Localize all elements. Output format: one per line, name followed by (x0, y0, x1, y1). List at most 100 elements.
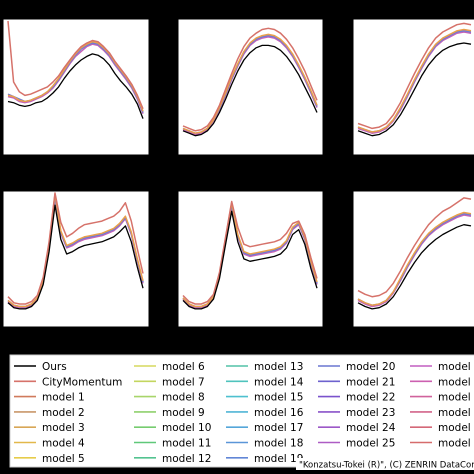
legend-entry: model (410, 407, 471, 419)
legend-label: model 7 (162, 376, 205, 388)
series-line (7, 192, 144, 305)
legend-label: model 24 (346, 422, 396, 434)
legend-entry: model 23 (318, 407, 395, 419)
legend-label: model (438, 422, 471, 434)
series-line (357, 28, 472, 133)
legend-label: model 20 (346, 361, 395, 373)
legend-entry: model 24 (318, 422, 396, 434)
legend-label: model 8 (162, 392, 205, 404)
legend-entry: model 8 (134, 392, 205, 404)
legend-entry: model 5 (14, 453, 85, 465)
legend-entry: model 9 (134, 407, 205, 419)
legend-entry: CityMomentum (14, 376, 122, 388)
legend-entry: model 15 (226, 392, 303, 404)
legend-label: model 21 (346, 376, 395, 388)
legend-label: model 16 (254, 407, 304, 419)
legend-entry: model 10 (134, 422, 211, 434)
legend-entry: model 6 (134, 361, 205, 373)
legend-label: model 22 (346, 392, 395, 404)
legend-label: model 11 (162, 438, 211, 450)
legend-label: CityMomentum (42, 376, 122, 388)
legend-entry: model 18 (226, 438, 303, 450)
legend-entry: model 20 (318, 361, 395, 373)
series-line (7, 53, 144, 119)
series-line (182, 27, 318, 132)
legend-entry: model 13 (226, 361, 303, 373)
legend-entry: Ours (14, 361, 67, 373)
legend-entry: model 16 (226, 407, 304, 419)
legend-label: model 23 (346, 407, 395, 419)
legend-entry: model (410, 361, 471, 373)
legend-label: model 1 (42, 392, 85, 404)
legend-label: model 17 (254, 422, 303, 434)
series-line (182, 202, 318, 308)
series-line (7, 204, 144, 310)
legend-label: model 9 (162, 407, 205, 419)
legend-label: model (438, 361, 471, 373)
legend-entry: model 7 (134, 376, 205, 388)
legend-entry: model (410, 422, 471, 434)
series-line (182, 205, 318, 309)
legend-label: model 19 (254, 453, 303, 465)
legend-frame (9, 354, 474, 468)
legend-label: model (438, 392, 471, 404)
legend-label: Ours (42, 361, 67, 373)
series-line (182, 33, 318, 134)
legend-entry: model 25 (318, 438, 395, 450)
legend-label: model (438, 376, 471, 388)
legend-label: model 25 (346, 438, 395, 450)
legend-entry: model 17 (226, 422, 303, 434)
legend-label: model (438, 407, 471, 419)
plot-area (2, 190, 150, 328)
legend-label: model 14 (254, 376, 304, 388)
legend-entry: model 1 (14, 392, 85, 404)
legend-label: model 4 (42, 438, 85, 450)
legend-entry: model 22 (318, 392, 395, 404)
subplot-3 (352, 18, 474, 156)
subplot-5 (177, 190, 324, 328)
series-line (7, 197, 144, 309)
series-line (357, 42, 472, 137)
subplot-4 (2, 190, 150, 328)
plot-area (352, 18, 474, 156)
legend-entry: model 14 (226, 376, 304, 388)
series-line (182, 44, 318, 137)
series-line (182, 200, 318, 305)
subplot-2 (177, 18, 324, 156)
legend-label: model 5 (42, 453, 85, 465)
legend: Ours CityMomentum model 1 model 2 model 3 mod… (9, 354, 474, 468)
series-line (357, 22, 472, 130)
legend-label: model 15 (254, 392, 303, 404)
legend-entry: model (410, 438, 471, 450)
legend-label: model (438, 438, 471, 450)
series-line (182, 210, 318, 310)
caption-box: "Konzatsu-Tokei (R)", (C) ZENRIN DataCom (296, 458, 474, 471)
plot-area (2, 18, 150, 156)
series-line (7, 193, 144, 308)
legend-label: model 13 (254, 361, 303, 373)
legend-entry: model 11 (134, 438, 211, 450)
copyright-caption: "Konzatsu-Tokei (R)", (C) ZENRIN DataCom (299, 461, 474, 471)
legend-entry: model 19 (226, 453, 303, 465)
legend-label: model 2 (42, 407, 85, 419)
legend-label: model 3 (42, 422, 85, 434)
legend-label: model 18 (254, 438, 303, 450)
subplot-grid (2, 18, 474, 328)
caption-background (296, 458, 474, 470)
legend-entry: model 21 (318, 376, 395, 388)
series-line (357, 197, 472, 298)
legend-label: model 12 (162, 453, 211, 465)
legend-entry: model (410, 392, 471, 404)
series-line (357, 224, 472, 310)
subplot-6 (352, 190, 474, 328)
legend-label: model 10 (162, 422, 211, 434)
legend-entry: model 2 (14, 407, 85, 419)
subplot-1 (2, 18, 150, 156)
series-line (7, 20, 144, 110)
series-line (357, 211, 472, 306)
legend-entry: model 4 (14, 438, 85, 450)
legend-entry: model 3 (14, 422, 85, 434)
legend-label: model 6 (162, 361, 205, 373)
legend-entry: model 12 (134, 453, 211, 465)
